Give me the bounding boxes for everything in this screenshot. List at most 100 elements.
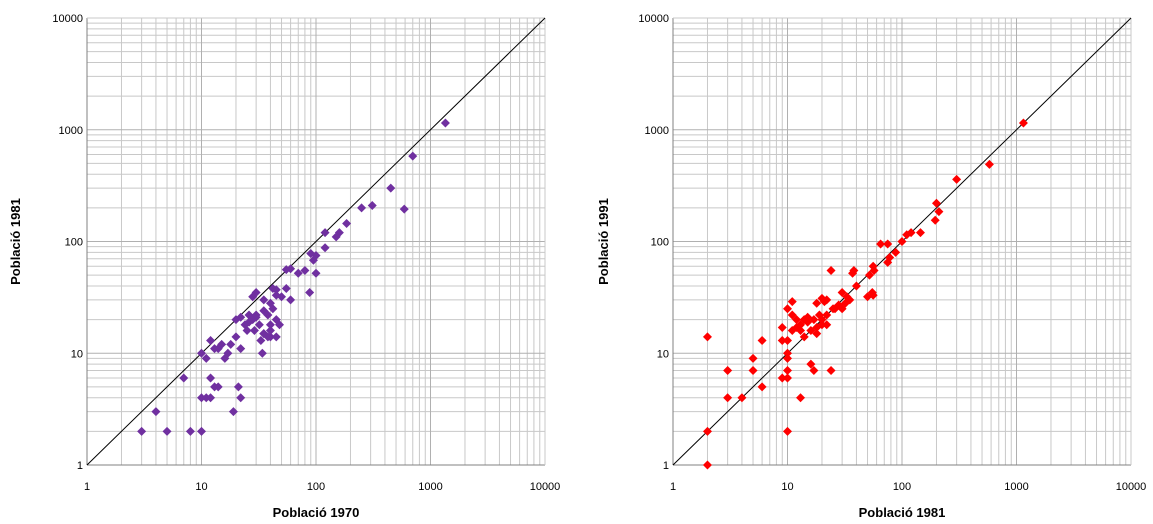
data-point xyxy=(777,336,787,346)
data-point xyxy=(254,320,264,330)
data-point xyxy=(308,255,318,265)
data-point xyxy=(748,366,758,376)
y-tick-label: 1 xyxy=(77,460,83,472)
data-point xyxy=(305,287,315,297)
data-point xyxy=(281,283,291,293)
data-point xyxy=(306,249,316,259)
x-tick-label: 1 xyxy=(670,481,676,493)
data-point xyxy=(817,293,827,303)
data-point xyxy=(281,265,291,275)
data-point xyxy=(883,257,893,267)
x-tick-label: 1000 xyxy=(1004,481,1028,493)
data-point xyxy=(842,292,852,302)
data-point xyxy=(408,151,418,161)
data-point xyxy=(783,348,792,358)
y-ticks-left: 1 10 100 1000 10000 xyxy=(52,13,83,472)
x-axis-label-left: Població 1970 xyxy=(273,505,360,520)
data-point xyxy=(837,287,847,297)
x-ticks-right: 1 10 100 1000 10000 xyxy=(670,481,1146,493)
data-point xyxy=(259,295,269,305)
reference-line-y-equals-x xyxy=(86,17,546,466)
data-point xyxy=(331,232,341,242)
data-point xyxy=(236,344,246,354)
diagonal-reference-line-left xyxy=(86,17,546,466)
chart-poblacio-1970-vs-1981: 1 10 100 1000 10000 1 10 100 1000 10000 Població… xyxy=(8,13,560,520)
x-tick-label: 10000 xyxy=(1116,481,1147,493)
y-tick-label: 10000 xyxy=(52,13,83,25)
data-point xyxy=(257,348,267,358)
x-tick-label: 1000 xyxy=(418,481,442,493)
data-point xyxy=(256,336,266,346)
y-tick-label: 100 xyxy=(651,237,669,249)
data-point xyxy=(783,426,792,436)
data-point xyxy=(799,332,809,342)
data-point xyxy=(137,426,147,436)
data-point xyxy=(723,393,733,403)
data-point xyxy=(799,315,809,325)
data-point xyxy=(806,359,816,369)
data-point xyxy=(231,315,241,325)
data-point xyxy=(792,322,802,332)
data-point xyxy=(915,228,925,238)
data-point xyxy=(830,304,840,314)
data-point xyxy=(320,243,330,253)
data-point xyxy=(151,407,161,417)
chart-poblacio-1981-vs-1991: 1 10 100 1000 10000 1 10 100 1000 10000 Població… xyxy=(596,13,1146,520)
grid-left xyxy=(87,18,545,465)
y-tick-label: 10 xyxy=(657,348,669,360)
data-point xyxy=(777,322,787,332)
data-point xyxy=(723,366,733,376)
data-point xyxy=(868,261,878,271)
data-point xyxy=(399,204,409,214)
data-point xyxy=(220,353,230,363)
data-point xyxy=(757,382,767,392)
data-point xyxy=(271,290,281,300)
y-ticks-right: 1 10 100 1000 10000 xyxy=(638,13,669,472)
data-point xyxy=(826,366,836,376)
data-point xyxy=(251,310,261,320)
y-tick-label: 10 xyxy=(71,348,83,360)
data-point xyxy=(320,228,330,238)
x-axis-label-right: Població 1981 xyxy=(859,505,946,520)
data-point xyxy=(984,159,994,169)
y-axis-label-right: Població 1991 xyxy=(596,198,611,285)
data-point xyxy=(897,237,907,246)
y-tick-label: 1000 xyxy=(59,125,83,137)
data-point xyxy=(934,207,944,217)
data-point xyxy=(931,198,941,208)
data-point xyxy=(286,295,296,305)
data-point xyxy=(210,382,220,392)
y-tick-label: 1000 xyxy=(645,125,669,137)
data-point xyxy=(197,393,206,403)
data-point xyxy=(868,290,878,300)
y-tick-label: 100 xyxy=(65,237,83,249)
data-point xyxy=(783,336,792,346)
data-point xyxy=(240,320,250,330)
data-point xyxy=(952,174,962,184)
data-point xyxy=(809,366,819,376)
data-point xyxy=(783,373,792,383)
data-point xyxy=(265,320,275,330)
points-right xyxy=(702,118,1028,470)
data-point xyxy=(268,283,278,293)
data-point xyxy=(386,183,396,193)
x-tick-label: 10 xyxy=(195,481,207,493)
data-point xyxy=(231,332,241,342)
data-point xyxy=(271,332,281,342)
data-point xyxy=(930,215,940,225)
data-point xyxy=(1018,118,1028,128)
data-point xyxy=(197,348,206,358)
data-point xyxy=(826,266,836,276)
data-point xyxy=(817,315,827,325)
data-point xyxy=(236,393,246,403)
data-point xyxy=(787,310,797,320)
x-tick-label: 100 xyxy=(893,481,911,493)
y-axis-label-left: Població 1981 xyxy=(8,198,23,285)
data-point xyxy=(259,306,269,316)
data-point xyxy=(162,426,172,436)
data-point xyxy=(206,393,216,403)
data-point xyxy=(311,268,321,278)
data-point xyxy=(883,239,893,249)
data-point xyxy=(822,320,832,330)
